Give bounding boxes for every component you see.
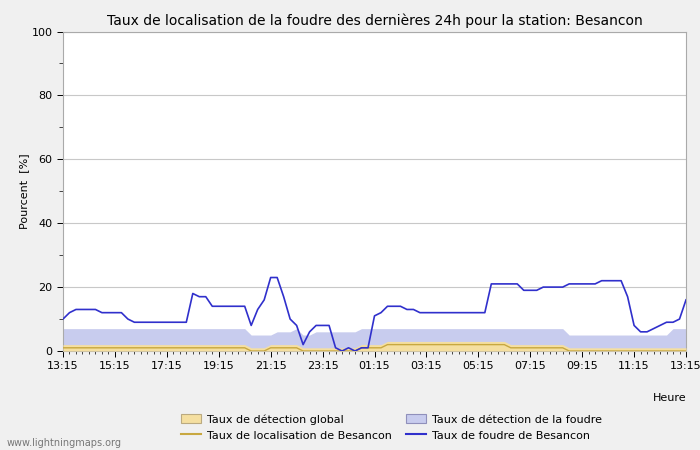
Title: Taux de localisation de la foudre des dernières 24h pour la station: Besancon: Taux de localisation de la foudre des de… [106,13,643,27]
Y-axis label: Pourcent  [%]: Pourcent [%] [19,153,29,229]
Legend: Taux de détection global, Taux de localisation de Besancon, Taux de détection de: Taux de détection global, Taux de locali… [181,414,602,441]
Text: www.lightningmaps.org: www.lightningmaps.org [7,438,122,448]
Text: Heure: Heure [652,392,686,403]
